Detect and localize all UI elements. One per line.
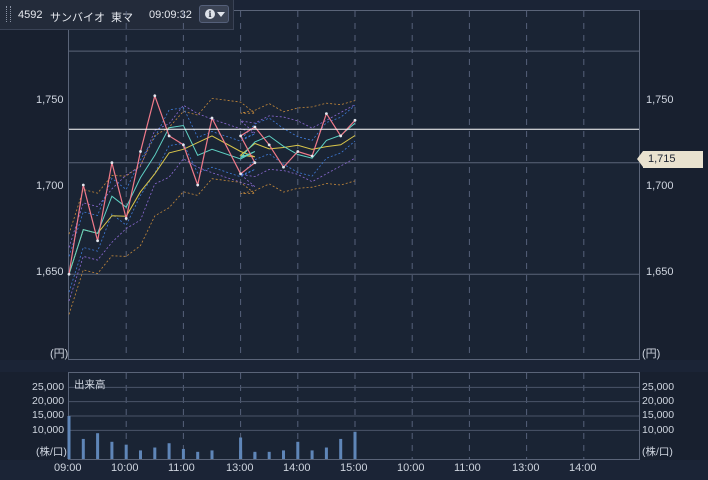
time-tick: 11:00 [168,462,195,474]
current-price-tag: 1,715 [637,151,703,168]
price-point [139,150,142,153]
volume-title: 出来高 [74,379,106,391]
volume-bar [110,441,114,459]
volume-tick-right: 25,000 [642,381,675,393]
price-point [124,217,128,220]
price-point [325,112,328,116]
volume-bar [210,450,214,459]
time-tick: 09:00 [54,462,82,474]
price-tick-left: 1,700 [36,180,64,192]
price-point [239,172,243,176]
volume-bar [181,448,185,459]
volume-bar [253,453,257,459]
price-point [296,150,300,153]
time-tick: 10:00 [397,462,425,474]
price-point [310,154,314,158]
volume-unit-left: (株/口) [36,446,67,458]
volume-tick-left: 15,000 [32,409,65,421]
volume-bar [167,443,171,459]
price-point [353,118,357,122]
volume-unit-right: (株/口) [642,446,673,458]
drag-grip-icon[interactable] [6,6,11,22]
moving-average-line [68,135,356,275]
moving-average-line [68,122,356,275]
time-tick: 13:00 [226,462,254,474]
price-point [210,116,214,120]
volume-tick-left: 10,000 [32,424,65,436]
price-point [167,134,171,138]
price-point [81,183,85,187]
price-point [253,125,257,129]
price-point [196,183,200,187]
bollinger-upper-line [68,105,356,257]
bollinger-lower-line [68,157,356,302]
price-point [96,239,99,243]
chevron-down-icon [217,12,225,17]
price-point [253,161,257,165]
price-point [110,161,114,165]
volume-bar [196,451,200,459]
volume-tick-right: 15,000 [642,409,675,421]
price-point [267,143,271,147]
info-menu-button[interactable]: i [199,5,229,23]
time-tick: 14:00 [283,462,311,474]
symbol-header: 4592 サンバイオ 東マ 09:09:32 i [0,0,234,30]
volume-bar [267,451,271,459]
price-tick-right: 1,650 [646,266,674,278]
symbol-code: 4592 [18,9,43,21]
price-point [282,165,285,169]
price-point [67,272,71,276]
price-point [339,134,343,138]
price-unit-right: (円) [642,348,661,360]
time-tick: 10:00 [111,462,139,474]
volume-tick-right: 10,000 [642,424,675,436]
volume-bar [296,441,300,459]
volume-tick-right: 20,000 [642,395,675,407]
volume-bar [239,437,243,459]
price-point [182,143,185,147]
volume-bar [96,433,100,459]
current-price-value: 1,715 [648,153,676,165]
volume-bar [139,450,142,459]
price-tick-left: 1,650 [36,266,64,278]
volume-bar [124,444,128,459]
symbol-name: サンバイオ [50,12,105,24]
volume-bar [353,431,357,459]
info-icon: i [205,9,215,19]
price-unit-left: (円) [50,348,69,360]
price-tick-right: 1,700 [646,180,674,192]
bollinger-lower-line [68,178,356,315]
time-tick: 15:00 [340,462,368,474]
volume-tick-left: 20,000 [32,395,65,407]
price-point [239,134,243,138]
volume-bar [324,447,328,459]
volume-tick-left: 25,000 [32,381,65,393]
volume-bar [282,450,285,459]
update-time: 09:09:32 [149,9,192,21]
volume-bar [67,416,71,459]
price-point [153,94,157,98]
price-series-line [68,93,356,275]
volume-bar [310,450,314,459]
price-tick-left: 1,750 [36,94,64,106]
price-plot-area[interactable] [68,10,640,360]
volume-bar [239,450,243,459]
bollinger-lower-line [68,140,356,293]
time-tick: 13:00 [512,462,540,474]
volume-bar [153,447,157,459]
market-name: 東マ [111,12,133,24]
time-tick: 14:00 [569,462,597,474]
volume-bar [339,438,343,459]
price-tick-right: 1,750 [646,94,674,106]
volume-bar [81,438,85,459]
time-tick: 11:00 [454,462,481,474]
